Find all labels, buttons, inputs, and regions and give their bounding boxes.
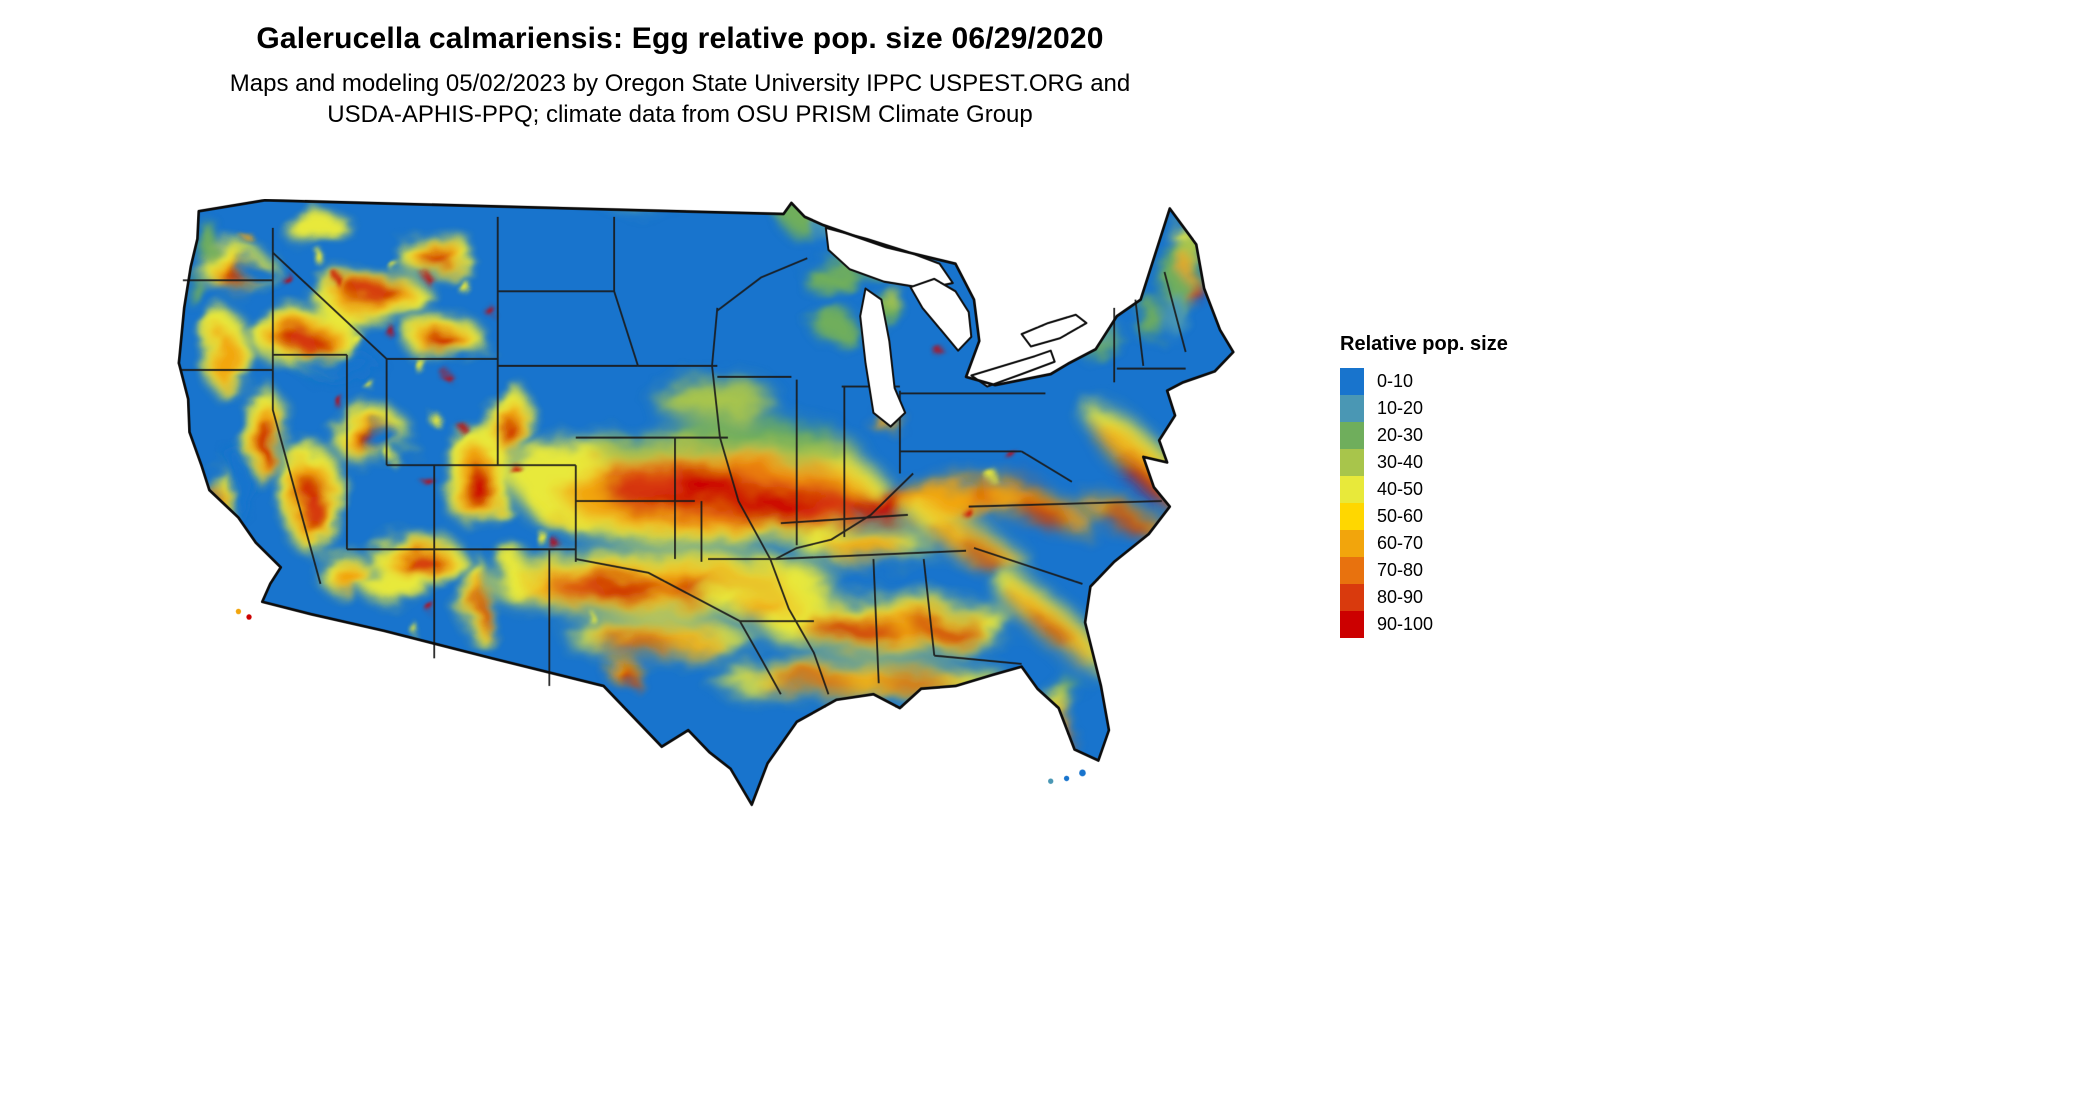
legend-row: 40-50 bbox=[1340, 476, 1508, 503]
legend-label: 30-40 bbox=[1377, 452, 1424, 472]
map-subtitle-line1: Maps and modeling 05/02/2023 by Oregon S… bbox=[229, 70, 1131, 97]
legend-swatch bbox=[1340, 503, 1364, 530]
legend-label: 60-70 bbox=[1377, 533, 1424, 553]
legend-swatch bbox=[1340, 476, 1364, 503]
legend: Relative pop. size 0-10 10-20 20-30 30-4… bbox=[1340, 333, 1508, 638]
legend-title: Relative pop. size bbox=[1340, 333, 1508, 355]
legend-swatch bbox=[1340, 530, 1364, 557]
legend-row: 90-100 bbox=[1340, 611, 1508, 638]
us-map-svg bbox=[177, 198, 1235, 807]
legend-items: 0-10 10-20 20-30 30-40 40-50 50-60 60-70… bbox=[1340, 368, 1508, 638]
legend-row: 50-60 bbox=[1340, 503, 1508, 530]
legend-label: 50-60 bbox=[1377, 506, 1424, 526]
legend-swatch bbox=[1340, 395, 1364, 422]
map-subtitle: Maps and modeling 05/02/2023 by Oregon S… bbox=[0, 68, 1360, 130]
legend-row: 0-10 bbox=[1340, 368, 1508, 395]
great-lakes bbox=[824, 226, 1088, 428]
legend-swatch bbox=[1340, 422, 1364, 449]
legend-row: 80-90 bbox=[1340, 584, 1508, 611]
legend-label: 10-20 bbox=[1377, 398, 1424, 418]
us-outline bbox=[177, 198, 1235, 807]
lake-michigan bbox=[859, 287, 907, 428]
legend-row: 70-80 bbox=[1340, 557, 1508, 584]
raster-central-band bbox=[503, 380, 1206, 573]
legend-label: 90-100 bbox=[1377, 614, 1434, 634]
raster-west-basins bbox=[227, 259, 406, 517]
legend-row: 30-40 bbox=[1340, 449, 1508, 476]
legend-swatch bbox=[1340, 611, 1364, 638]
lake-huron bbox=[909, 277, 973, 352]
state-borders bbox=[180, 216, 1187, 695]
map-figure bbox=[40, 145, 1310, 835]
offshore-specks bbox=[235, 608, 1086, 784]
raster-west bbox=[189, 211, 638, 681]
map-title: Galerucella calmariensis: Egg relative p… bbox=[256, 22, 1104, 55]
legend-row: 20-30 bbox=[1340, 422, 1508, 449]
legend-swatch bbox=[1340, 557, 1364, 584]
legend-row: 60-70 bbox=[1340, 530, 1508, 557]
lake-ontario bbox=[1020, 313, 1088, 348]
legend-swatch bbox=[1340, 584, 1364, 611]
legend-swatch bbox=[1340, 449, 1364, 476]
legend-label: 40-50 bbox=[1377, 479, 1424, 499]
legend-label: 20-30 bbox=[1377, 425, 1424, 445]
legend-label: 80-90 bbox=[1377, 587, 1424, 607]
legend-swatch bbox=[1340, 368, 1364, 395]
legend-label: 0-10 bbox=[1377, 371, 1414, 391]
map-subtitle-line2: USDA-APHIS-PPQ; climate data from OSU PR… bbox=[327, 101, 1033, 128]
legend-label: 70-80 bbox=[1377, 560, 1424, 580]
legend-row: 10-20 bbox=[1340, 395, 1508, 422]
